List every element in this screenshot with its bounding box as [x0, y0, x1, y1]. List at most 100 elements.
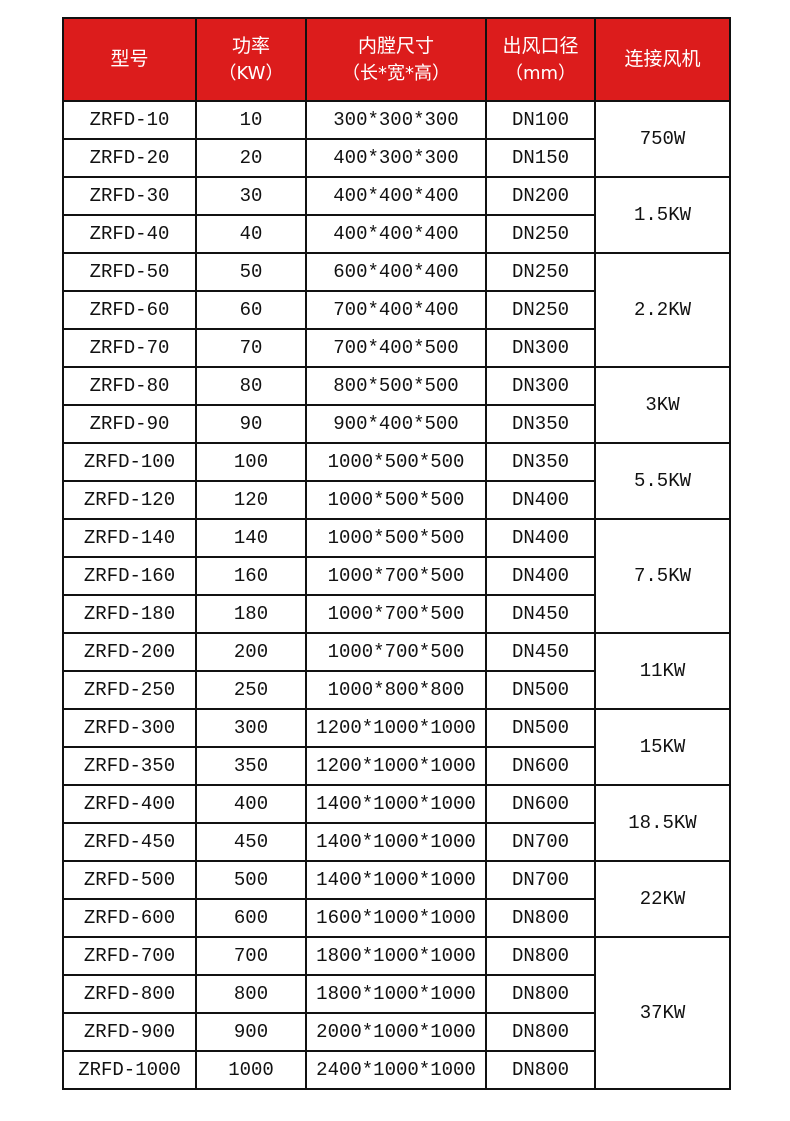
cell-size: 1000*700*500	[305, 556, 487, 596]
header-fan-label: 连接风机	[624, 48, 701, 70]
cell-outlet: DN250	[485, 290, 596, 330]
header-size-label: 内膛尺寸	[357, 34, 434, 57]
cell-power: 200	[195, 632, 307, 672]
cell-outlet: DN800	[485, 898, 596, 938]
table-row: ZRFD-900 900 2000*1000*1000 DN800	[62, 1012, 730, 1052]
cell-outlet: DN350	[485, 404, 596, 444]
cell-size: 1400*1000*1000	[305, 784, 487, 824]
cell-power: 600	[195, 898, 307, 938]
cell-size: 1400*1000*1000	[305, 822, 487, 862]
table-row: ZRFD-100 100 1000*500*500 DN350 5.5KW	[62, 442, 731, 520]
header-outlet: 出风口径 （mm）	[485, 17, 596, 102]
cell-model: ZRFD-20	[62, 138, 197, 178]
cell-power: 180	[195, 594, 307, 634]
cell-size: 600*400*400	[305, 252, 487, 292]
cell-size: 400*300*300	[305, 138, 487, 178]
header-model-label: 型号	[110, 48, 149, 70]
cell-power: 40	[195, 214, 307, 254]
header-power-label: 功率	[231, 34, 270, 57]
cell-power: 400	[195, 784, 307, 824]
cell-power: 500	[195, 860, 307, 900]
cell-size: 700*400*400	[305, 290, 487, 330]
cell-size: 1000*700*500	[305, 632, 487, 672]
cell-model: ZRFD-160	[62, 556, 197, 596]
table-row: ZRFD-450 450 1400*1000*1000 DN700	[62, 822, 730, 862]
cell-fan: 7.5KW	[594, 518, 731, 634]
cell-outlet: DN250	[485, 214, 596, 254]
cell-fan: 1.5KW	[594, 176, 731, 254]
cell-size: 1000*500*500	[305, 518, 487, 558]
cell-model: ZRFD-90	[62, 404, 197, 444]
cell-power: 50	[195, 252, 307, 292]
cell-size: 400*400*400	[305, 214, 487, 254]
cell-fan: 5.5KW	[594, 442, 731, 520]
cell-outlet: DN200	[485, 176, 596, 216]
cell-size: 1000*700*500	[305, 594, 487, 634]
cell-size: 1000*500*500	[305, 442, 487, 482]
header-fan: 连接风机	[594, 17, 731, 102]
cell-model: ZRFD-500	[62, 860, 197, 900]
table-row: ZRFD-600 600 1600*1000*1000 DN800	[62, 898, 730, 938]
cell-power: 900	[195, 1012, 307, 1052]
header-power-unit: （KW）	[218, 62, 284, 84]
cell-model: ZRFD-180	[62, 594, 197, 634]
header-model: 型号	[62, 17, 197, 102]
cell-size: 300*300*300	[305, 100, 487, 140]
table-row: ZRFD-20 20 400*300*300 DN150	[62, 138, 730, 178]
cell-fan: 11KW	[594, 632, 731, 710]
cell-model: ZRFD-400	[62, 784, 197, 824]
cell-outlet: DN800	[485, 1050, 596, 1090]
cell-power: 60	[195, 290, 307, 330]
cell-outlet: DN800	[485, 974, 596, 1014]
header-outlet-unit: （mm）	[504, 62, 577, 84]
cell-size: 2000*1000*1000	[305, 1012, 487, 1052]
cell-model: ZRFD-60	[62, 290, 197, 330]
cell-model: ZRFD-600	[62, 898, 197, 938]
cell-size: 400*400*400	[305, 176, 487, 216]
cell-model: ZRFD-900	[62, 1012, 197, 1052]
cell-outlet: DN150	[485, 138, 596, 178]
cell-outlet: DN700	[485, 860, 596, 900]
cell-size: 1000*800*800	[305, 670, 487, 710]
cell-fan: 2.2KW	[594, 252, 731, 368]
cell-outlet: DN400	[485, 556, 596, 596]
cell-model: ZRFD-1000	[62, 1050, 197, 1090]
header-outlet-label: 出风口径	[502, 34, 579, 57]
cell-outlet: DN450	[485, 594, 596, 634]
cell-outlet: DN350	[485, 442, 596, 482]
table-row: ZRFD-50 50 600*400*400 DN250 2.2KW	[62, 252, 731, 368]
cell-outlet: DN300	[485, 328, 596, 368]
cell-power: 70	[195, 328, 307, 368]
cell-size: 1800*1000*1000	[305, 974, 487, 1014]
table-row: ZRFD-60 60 700*400*400 DN250	[62, 290, 730, 330]
cell-power: 10	[195, 100, 307, 140]
cell-outlet: DN800	[485, 936, 596, 976]
cell-size: 900*400*500	[305, 404, 487, 444]
cell-model: ZRFD-80	[62, 366, 197, 406]
cell-model: ZRFD-50	[62, 252, 197, 292]
spec-table: 型号 功率 （KW） 内膛尺寸 （长*宽*高） 出风口径 （mm） 连接风机 ZRFD…	[62, 17, 731, 1090]
cell-power: 140	[195, 518, 307, 558]
cell-fan: 15KW	[594, 708, 731, 786]
cell-model: ZRFD-40	[62, 214, 197, 254]
cell-power: 800	[195, 974, 307, 1014]
cell-size: 1600*1000*1000	[305, 898, 487, 938]
table-row: ZRFD-180 180 1000*700*500 DN450	[62, 594, 730, 634]
table-row: ZRFD-40 40 400*400*400 DN250	[62, 214, 730, 254]
cell-outlet: DN400	[485, 480, 596, 520]
cell-model: ZRFD-200	[62, 632, 197, 672]
cell-power: 350	[195, 746, 307, 786]
cell-size: 1000*500*500	[305, 480, 487, 520]
cell-fan: 37KW	[594, 936, 731, 1090]
cell-power: 300	[195, 708, 307, 748]
cell-outlet: DN400	[485, 518, 596, 558]
cell-model: ZRFD-300	[62, 708, 197, 748]
cell-power: 100	[195, 442, 307, 482]
table-row: ZRFD-70 70 700*400*500 DN300	[62, 328, 730, 368]
table-row: ZRFD-120 120 1000*500*500 DN400	[62, 480, 730, 520]
cell-model: ZRFD-120	[62, 480, 197, 520]
cell-outlet: DN300	[485, 366, 596, 406]
table-row: ZRFD-90 90 900*400*500 DN350	[62, 404, 730, 444]
cell-outlet: DN600	[485, 784, 596, 824]
cell-power: 700	[195, 936, 307, 976]
